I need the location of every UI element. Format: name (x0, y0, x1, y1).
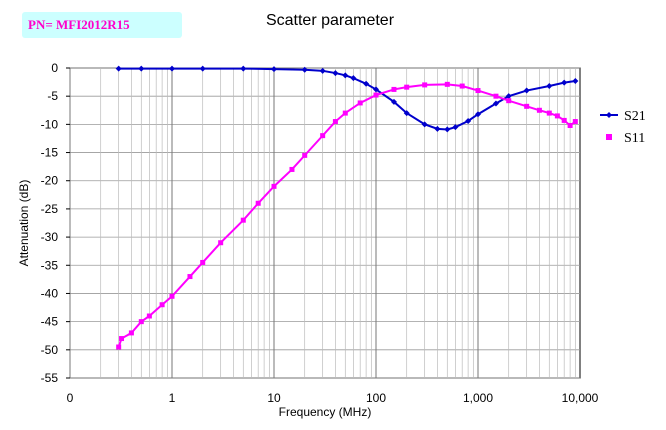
data-point-s11 (404, 84, 410, 90)
data-point-s11 (289, 166, 295, 172)
data-point-s21 (115, 65, 122, 72)
data-point-s21 (240, 65, 247, 72)
data-point-s21 (271, 66, 277, 73)
data-point-s11 (444, 81, 450, 87)
y-tick-label: -35 (41, 258, 59, 272)
series-s11 (116, 81, 578, 350)
data-point-s11 (459, 83, 465, 89)
y-tick-label: -45 (41, 315, 59, 329)
data-point-s21 (301, 66, 308, 73)
y-tick-label: -40 (41, 286, 59, 300)
data-point-s11 (546, 110, 552, 116)
data-point-s11 (567, 122, 573, 128)
data-point-s21 (572, 77, 579, 84)
data-point-s11 (128, 330, 134, 336)
data-point-s11 (391, 86, 397, 92)
y-tick-label: -50 (41, 343, 59, 357)
data-point-s11 (342, 110, 348, 116)
data-point-s11 (240, 217, 246, 223)
data-point-s11 (320, 133, 326, 139)
data-point-s11 (357, 100, 363, 106)
data-point-s21 (138, 65, 145, 72)
data-point-s11 (524, 103, 530, 109)
data-point-s11 (332, 119, 338, 125)
data-point-s21 (363, 80, 370, 87)
data-point-s21 (319, 67, 326, 74)
data-point-s11 (116, 344, 122, 350)
data-point-s11 (119, 336, 125, 342)
data-point-s21 (421, 121, 428, 128)
data-point-s21 (390, 98, 397, 105)
y-tick-label: -10 (41, 117, 59, 131)
x-tick-label: 100 (366, 391, 386, 405)
data-point-s11 (302, 152, 308, 158)
part-number-badge: PN= MFI2012R15 (22, 12, 182, 38)
legend-marker (606, 134, 612, 140)
data-point-s11 (159, 302, 165, 308)
data-point-s11 (493, 93, 499, 99)
data-point-s21 (342, 72, 349, 79)
data-point-s11 (271, 183, 277, 189)
data-point-s21 (561, 79, 568, 86)
data-point-s11 (138, 319, 144, 325)
data-point-s11 (561, 117, 567, 123)
x-tick-label: 10,000 (562, 391, 599, 405)
data-point-s11 (169, 293, 175, 299)
data-point-s11 (255, 200, 261, 206)
series-marks (115, 65, 579, 350)
data-point-s11 (536, 107, 542, 113)
x-tick-label: 10 (267, 391, 281, 405)
data-point-s11 (200, 259, 206, 265)
data-point-s21 (169, 65, 175, 72)
y-tick-label: -5 (47, 89, 58, 103)
chart-title: Scatter parameter (265, 12, 395, 29)
legend-marker (606, 112, 612, 118)
data-point-s11 (554, 113, 560, 119)
x-tick-labels: 0 1 10 100 1,000 10,000 (67, 391, 599, 405)
legend-item-s11: S11 (606, 131, 645, 146)
y-tick-labels: 0 -5 -10 -15 -20 -25 -30 -35 -40 -45 -50 -55 (41, 61, 70, 385)
plot-area (69, 67, 581, 379)
y-axis-label: Attenuation (dB) (17, 180, 31, 267)
x-tick-label: 0 (67, 391, 74, 405)
data-point-s11 (572, 119, 578, 125)
x-tick-label: 1 (169, 391, 176, 405)
data-point-s21 (350, 75, 357, 82)
data-point-s21 (444, 126, 451, 133)
data-point-s11 (506, 98, 512, 104)
data-point-s21 (465, 117, 472, 124)
legend-label: S11 (624, 131, 645, 146)
legend-item-s21: S21 (600, 109, 646, 124)
legend-label: S21 (624, 109, 646, 124)
data-point-s21 (199, 65, 206, 72)
x-axis-label: Frequency (MHz) (279, 405, 372, 419)
data-point-s21 (475, 111, 481, 118)
y-tick-label: -30 (41, 230, 59, 244)
data-point-s21 (492, 100, 499, 107)
data-point-s11 (146, 313, 152, 319)
data-point-s11 (187, 274, 193, 280)
data-point-s11 (373, 92, 379, 98)
y-tick-label: -55 (41, 371, 59, 385)
y-tick-label: -15 (41, 146, 59, 160)
grid-lines (69, 67, 580, 379)
data-point-s21 (523, 87, 530, 94)
data-point-s21 (434, 125, 441, 132)
data-point-s11 (422, 82, 428, 88)
y-tick-label: 0 (51, 61, 58, 75)
data-point-s21 (403, 110, 410, 117)
data-point-s11 (218, 240, 224, 246)
data-point-s21 (332, 70, 339, 77)
data-point-s21 (505, 93, 512, 100)
data-point-s21 (373, 86, 379, 93)
y-tick-label: -20 (41, 174, 59, 188)
data-point-s21 (452, 124, 459, 131)
x-tick-label: 1,000 (463, 391, 493, 405)
data-point-s21 (546, 83, 553, 90)
y-tick-label: -25 (41, 202, 59, 216)
data-point-s11 (475, 88, 481, 94)
